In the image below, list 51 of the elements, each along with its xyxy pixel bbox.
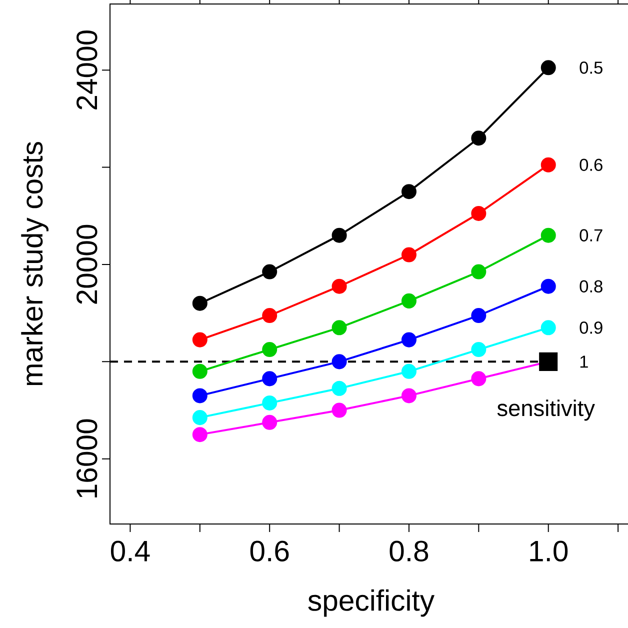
- point: [540, 278, 556, 294]
- point: [192, 296, 208, 311]
- point: [471, 206, 486, 221]
- point: [540, 320, 556, 336]
- point: [332, 380, 347, 396]
- point: [401, 247, 416, 262]
- x-tick-label: 0.6: [250, 540, 289, 562]
- series-label: 1: [580, 356, 588, 368]
- point: [471, 308, 486, 324]
- x-tick-label: 0.4: [110, 540, 150, 562]
- point: [262, 308, 278, 324]
- point: [192, 410, 208, 426]
- point: [192, 427, 208, 442]
- point: [262, 371, 278, 386]
- point: [401, 184, 416, 200]
- annotation: sensitivity: [497, 400, 595, 421]
- point: [471, 342, 486, 358]
- point: [192, 388, 208, 404]
- point: [332, 402, 347, 418]
- point: [192, 332, 208, 348]
- point: [192, 364, 208, 379]
- series-label: 0.7: [580, 229, 602, 242]
- point: [540, 60, 556, 76]
- point: [332, 320, 347, 336]
- point: [401, 293, 416, 308]
- point: [471, 371, 486, 386]
- y-tick-label: 20000: [76, 224, 98, 304]
- series-label: 0.6: [580, 158, 602, 171]
- series-label: 0.9: [580, 322, 602, 334]
- x-tick-label: 0.8: [390, 540, 428, 562]
- point: [262, 414, 278, 430]
- point: [401, 332, 416, 348]
- x-axis-title: specificity: [308, 589, 435, 617]
- point: [401, 388, 416, 404]
- x-tick-label: 1.0: [530, 540, 568, 562]
- point: [262, 264, 278, 280]
- point: [471, 130, 486, 146]
- point: [332, 278, 347, 294]
- point: [471, 264, 486, 280]
- series-label: 0.5: [580, 62, 602, 74]
- point: [262, 342, 278, 358]
- point: [332, 228, 347, 243]
- point: [540, 157, 556, 172]
- series-label: 0.8: [580, 280, 602, 292]
- y-axis-title: marker study costs: [21, 142, 49, 386]
- point: [262, 395, 278, 410]
- point: [401, 364, 416, 379]
- point: [540, 228, 556, 243]
- point: [332, 354, 347, 370]
- y-tick-label: 24000: [76, 30, 98, 110]
- y-tick-label: 16000: [76, 419, 98, 498]
